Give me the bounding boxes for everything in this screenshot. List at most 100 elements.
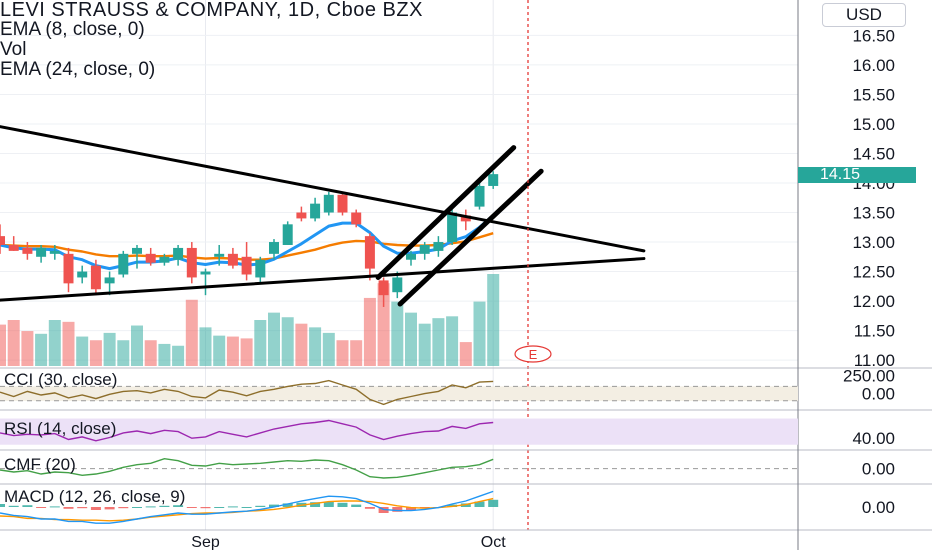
macd-histogram-bar: [159, 505, 170, 507]
macd-histogram-bar: [392, 507, 403, 512]
cmf-label[interactable]: CMF (20): [4, 455, 76, 474]
current-price-tag: 14.15: [798, 167, 916, 183]
macd-histogram-bar: [132, 507, 142, 508]
volume-bar: [281, 317, 294, 366]
macd-histogram-bar: [351, 504, 362, 507]
macd-histogram-bar: [406, 507, 416, 510]
currency-button[interactable]: USD: [822, 3, 906, 27]
volume-bar: [226, 336, 239, 366]
candle-body: [227, 253, 238, 266]
macd-histogram-bar: [186, 507, 197, 508]
time-tick-label: Oct: [481, 534, 506, 550]
candle-body: [337, 194, 348, 213]
candle-body: [145, 253, 156, 263]
cmf-line: [0, 457, 494, 479]
candle-body: [159, 256, 170, 263]
macd-histogram-bar: [77, 507, 88, 509]
macd-histogram-bar: [241, 507, 252, 508]
macd-histogram-bar: [22, 505, 33, 507]
ema8-legend-label: EMA (8, close, 0): [0, 19, 145, 40]
macd-histogram-bar: [118, 507, 129, 509]
macd-label[interactable]: MACD (12, 26, close, 9): [4, 487, 186, 506]
earnings-marker: [514, 345, 552, 363]
candle-body: [406, 253, 416, 260]
volume-bar: [295, 323, 308, 366]
price-tick-label: 11.50: [854, 322, 895, 341]
triangle-lower-trendline: [0, 257, 646, 302]
candle-body: [447, 212, 458, 243]
macd-histogram-bar: [36, 507, 47, 508]
volume-bar: [336, 340, 349, 366]
volume-bar: [240, 338, 253, 366]
volume-bar: [350, 340, 363, 366]
volume-bar: [363, 297, 376, 366]
candle-body: [90, 265, 101, 290]
volume-bar: [377, 283, 390, 366]
candle-body: [118, 253, 129, 275]
volume-bar: [21, 331, 34, 366]
volume-bar: [131, 325, 143, 366]
rsi-tick-label: 40.00: [852, 429, 895, 448]
candle-body: [22, 247, 33, 254]
volume-bar: [117, 340, 130, 366]
candle-body: [323, 194, 334, 213]
candle-body: [269, 242, 279, 254]
rsi-label[interactable]: RSI (14, close): [4, 419, 117, 438]
volume-bar: [254, 320, 267, 366]
candle-body: [241, 256, 252, 275]
candle-body: [460, 215, 471, 222]
volume-bar: [391, 301, 404, 366]
macd-histogram-bar: [173, 505, 184, 507]
chart-legend: LEVI STRAUSS & COMPANY, 1D, Cboe BZX EMA…: [0, 0, 423, 80]
price-tick-label: 16.00: [852, 56, 895, 75]
macd-histogram-bar: [90, 507, 101, 510]
earnings-marker-label: E: [529, 347, 538, 362]
price-tick-label: 13.50: [852, 204, 895, 223]
macd-tick-label: 0.00: [862, 498, 895, 517]
macd-histogram-bar: [0, 504, 5, 507]
candle-body: [200, 271, 211, 275]
volume-bar: [7, 320, 20, 366]
ema24-legend-label: EMA (24, close, 0): [0, 59, 156, 80]
price-tick-label: 13.00: [852, 233, 895, 252]
price-tick-label: 15.50: [852, 85, 895, 104]
channel-upper-trendline: [375, 145, 517, 280]
macd-histogram-bar: [255, 505, 266, 507]
volume-bar: [432, 318, 445, 366]
volume-bar: [0, 324, 6, 366]
cci-tick-label: 250.00: [843, 367, 895, 386]
candle-body: [378, 280, 389, 296]
volume-bar: [76, 336, 89, 366]
volume-bar: [418, 323, 431, 366]
price-tick-label: 14.50: [852, 144, 895, 163]
price-tick-label: 12.00: [852, 292, 895, 311]
volume-bar: [487, 274, 500, 366]
candle-body: [364, 236, 375, 269]
volume-bar: [213, 335, 226, 366]
time-tick-label: Sep: [191, 534, 220, 550]
macd-histogram-bar: [310, 502, 321, 507]
cci-label[interactable]: CCI (30, close): [4, 370, 118, 389]
volume-bar: [35, 333, 48, 366]
volume-bar: [185, 299, 198, 366]
candle-body: [132, 247, 142, 254]
rsi-line: [0, 419, 494, 442]
price-tick-label: 12.50: [852, 263, 895, 282]
candle-body: [173, 247, 184, 260]
candle-body: [0, 236, 5, 245]
volume-bar: [322, 332, 335, 366]
triangle-upper-trendline: [0, 125, 646, 253]
macd-histogram-bar: [227, 506, 238, 508]
macd-histogram-bar: [269, 504, 279, 507]
candle-body: [310, 203, 321, 219]
volume-bar: [309, 327, 322, 366]
volume-bar: [172, 345, 185, 366]
volume-bar: [103, 332, 116, 366]
volume-bar: [473, 301, 486, 366]
volume-bar: [89, 340, 102, 366]
volume-bar: [144, 340, 157, 366]
macd-histogram-bar: [49, 506, 60, 508]
rsi-band: [0, 418, 798, 445]
price-tick-label: 16.50: [852, 26, 895, 45]
